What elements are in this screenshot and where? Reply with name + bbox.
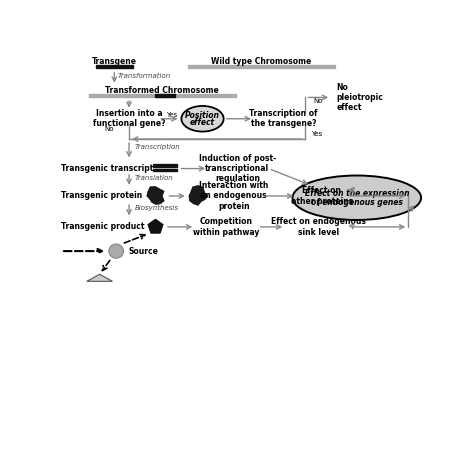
Polygon shape [147, 187, 164, 204]
FancyBboxPatch shape [155, 93, 175, 97]
Text: effect: effect [190, 118, 215, 127]
Text: Transgenic transcript: Transgenic transcript [61, 164, 154, 173]
FancyBboxPatch shape [153, 169, 177, 171]
Text: Effect on
other proteins: Effect on other proteins [291, 186, 353, 206]
Text: Transformed Chromosome: Transformed Chromosome [105, 86, 219, 95]
Text: Transgenic protein: Transgenic protein [61, 191, 142, 201]
Text: Induction of post-
transcriptional
regulation: Induction of post- transcriptional regul… [199, 154, 276, 183]
Text: Transgenic product: Transgenic product [61, 222, 145, 231]
Text: Yes: Yes [166, 112, 177, 118]
FancyBboxPatch shape [153, 164, 177, 167]
FancyBboxPatch shape [188, 65, 335, 68]
Text: Competition
within pathway: Competition within pathway [193, 217, 260, 237]
Text: Source: Source [128, 247, 158, 255]
Polygon shape [148, 219, 163, 233]
Polygon shape [189, 185, 208, 206]
Text: Wild type Chromosome: Wild type Chromosome [211, 57, 311, 67]
FancyBboxPatch shape [89, 93, 236, 97]
Text: Transcription: Transcription [135, 144, 180, 150]
Text: Insertion into a
functional gene?: Insertion into a functional gene? [93, 109, 165, 128]
Ellipse shape [182, 106, 224, 132]
Ellipse shape [292, 176, 421, 220]
Text: Transgene: Transgene [92, 57, 137, 67]
Text: No
pleiotropic
effect: No pleiotropic effect [337, 83, 383, 112]
Text: Transformation: Transformation [118, 73, 171, 79]
Text: No: No [313, 98, 323, 104]
Text: Interaction with
an endogenous
protein: Interaction with an endogenous protein [199, 181, 268, 211]
Text: Effect on the expression: Effect on the expression [305, 189, 409, 198]
Circle shape [109, 244, 124, 258]
FancyBboxPatch shape [96, 65, 133, 68]
Text: Effect on endogenous
sink level: Effect on endogenous sink level [271, 217, 365, 237]
Text: No: No [105, 127, 114, 133]
Text: Translation: Translation [135, 175, 173, 181]
Text: of endogenous genes: of endogenous genes [311, 197, 403, 207]
Text: Biosynthesis: Biosynthesis [135, 205, 179, 211]
Polygon shape [87, 274, 112, 281]
Text: Transcription of
the transgene?: Transcription of the transgene? [249, 109, 318, 128]
Text: Yes: Yes [311, 131, 322, 137]
Text: Position: Position [185, 111, 220, 121]
